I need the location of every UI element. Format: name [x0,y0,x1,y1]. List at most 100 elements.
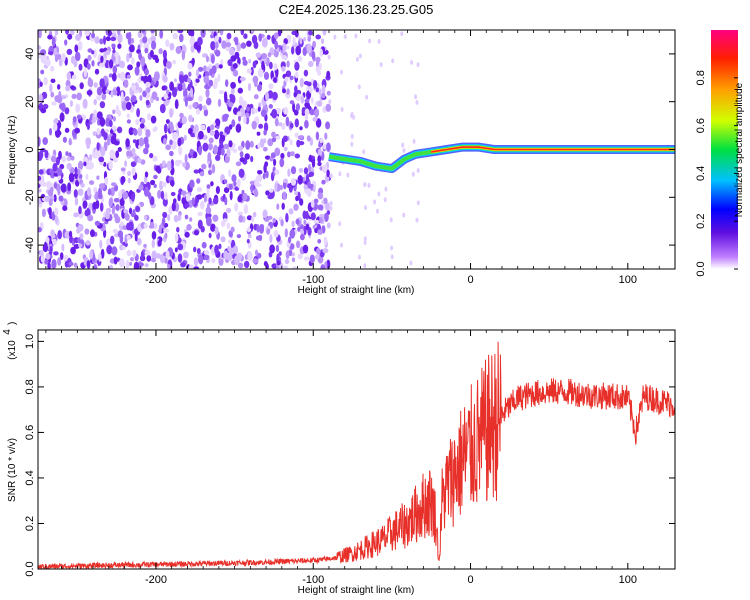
spectrogram-noise-blob [285,212,289,223]
spectrogram-noise-blob [208,79,214,87]
spectrogram-noise-blob [73,262,78,268]
spectrogram-noise-blob [137,262,144,267]
spectrogram-noise-blob [202,142,209,152]
spectrogram-noise-blob [68,261,74,267]
spectrogram-noise-blob [323,236,328,246]
spectrogram-noise-blob [86,260,91,269]
spectrogram-noise-blob [153,126,158,132]
spectrogram-noise-blob [78,205,82,215]
spectrogram-noise-blob [306,135,311,142]
spectrogram-noise-blob [133,261,140,269]
spectrogram-noise-blob [168,205,173,215]
spectrogram-noise-blob [212,83,218,89]
spectrogram-noise-blob [96,111,103,119]
spectrogram-noise-blob [163,93,168,100]
spectrogram-noise-blob [274,118,279,127]
spectrogram-noise-blob [219,30,224,36]
snr-series-line [38,341,675,569]
spectrogram-noise-blob [108,59,114,69]
spectrogram-noise-blob [38,150,44,160]
spectrogram-noise-blob [258,224,265,234]
spectrogram-noise-blob [198,145,203,156]
spectrogram-noise-blob [232,245,239,254]
spectrogram-noise-blob [210,41,216,51]
spectrogram-noise-blob [134,66,140,76]
spectrogram-noise-blob [127,170,132,177]
spectrogram-noise-blob [185,193,191,202]
spectrogram-noise-blob [246,40,252,47]
spectrogram-noise-blob [363,182,367,188]
spectrogram-noise-blob [104,212,110,220]
spectrogram-noise-blob [188,104,193,110]
spectrogram-noise-blob [99,63,105,68]
spectrogram-noise-blob [304,98,310,103]
spectrogram-noise-blob [108,188,112,195]
spectrogram-noise-blob [52,123,58,132]
spectrogram-noise-blob [143,147,149,155]
spectrogram-noise-blob [88,154,93,162]
snr-panel: -200 -100 0 100 0.0 0.2 0.4 0.6 0.8 1.0 Height of… [2,322,676,596]
spectrogram-noise-blob [207,143,213,151]
spectrogram-noise-blob [48,128,53,136]
spectrogram-noise-blob [377,38,381,44]
spectrogram-noise-blob [50,91,55,98]
spectrogram-noise-blob [201,163,207,170]
spectrogram-noise-blob [284,228,288,238]
spectrogram-noise-blob [96,95,102,101]
spectrogram-noise-blob [198,95,203,102]
spectrogram-noise-blob [184,153,188,163]
spectrogram-noise-blob [50,78,56,84]
spectrogram-noise-blob [51,37,56,47]
spectrogram-noise-blob [287,236,292,244]
spectrogram-noise-blob [249,103,254,109]
spectrogram-noise-blob [64,39,68,46]
spectrogram-noise-blob [194,229,199,236]
spectrogram-noise-blob [324,261,328,269]
spectrogram-noise-blob [365,94,369,100]
spectrogram-noise-blob [162,75,168,83]
spectrogram-noise-blob [247,251,253,261]
spectrogram-noise-blob [189,87,194,98]
snr-y-tick-label: 0.2 [24,516,36,531]
spectrogram-noise-blob [150,30,155,34]
spectrogram-noise-blob [261,53,268,59]
spectrogram-noise-blob [130,95,137,103]
spectrogram-noise-blob [134,232,138,242]
spectrogram-noise-blob [308,154,313,162]
spectrogram-noise-blob [66,71,72,81]
spectrogram-noise-blob [195,108,201,115]
spectrogram-noise-blob [243,33,248,39]
spectrogram-noise-blob [112,228,119,234]
spectrogram-noise-blob [262,209,268,219]
spectrogram-noise-blob [167,214,171,222]
spectrogram-noise-blob [211,164,216,174]
spectrogram-noise-blob [273,32,279,39]
spectrogram-noise-blob [263,129,267,136]
spectrogram-noise-blob [254,178,260,188]
spectrogram-noise-blob [115,204,120,211]
spectrogram-noise-blob [120,71,126,82]
spectrogram-noise-blob [155,165,161,173]
spectrogram-noise-blob [297,253,303,260]
spectrogram-noise-blob [146,86,151,93]
spectrogram-noise-blob [112,116,116,122]
spectrogram-noise-blob [96,86,103,96]
spectrogram-noise-blob [315,118,322,128]
spectrogram-noise-blob [273,63,278,71]
spectrogram-noise-blob [40,69,45,75]
spectrogram-noise-blob [257,170,263,175]
spectrogram-noise-blob [283,178,288,183]
colorbar-tick-label: 0.4 [695,166,707,181]
spectrogram-noise-blob [129,261,133,266]
spectrogram-noise-blob [127,36,132,46]
spectrogram-noise-blob [213,144,219,155]
spectrogram-noise-blob [260,109,267,117]
spectrogram-noise-blob [317,155,322,163]
spectrogram-noise-blob [329,205,333,211]
spectrogram-noise-blob [118,190,123,201]
spectrogram-noise-blob [240,30,245,36]
spectrogram-noise-blob [143,243,147,248]
spectrogram-noise-blob [188,114,193,123]
spectrogram-noise-blob [340,107,344,112]
